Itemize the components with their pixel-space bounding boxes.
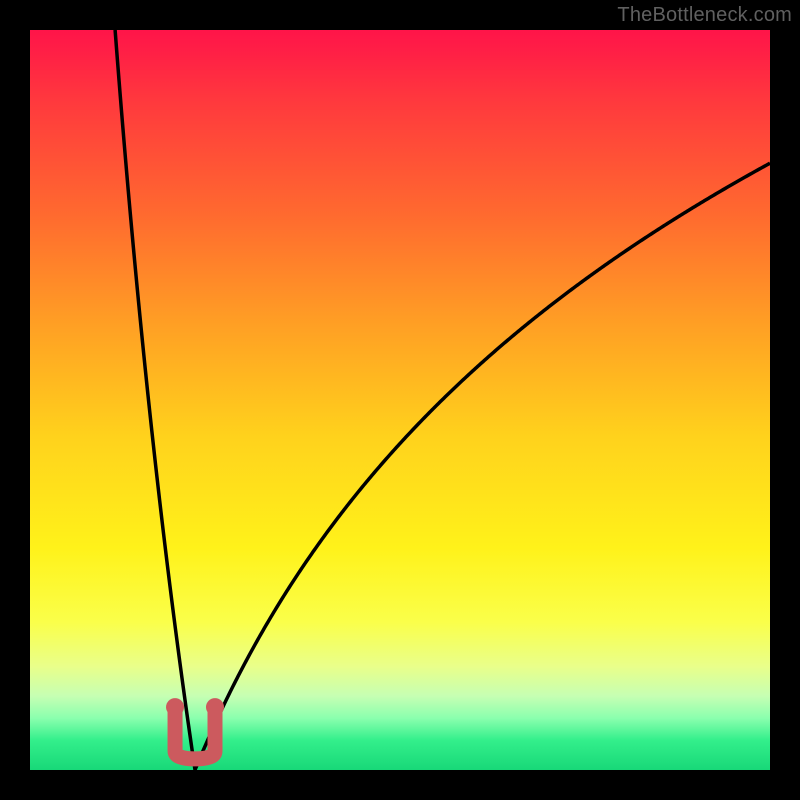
min-marker-dot-left xyxy=(166,698,184,716)
min-marker-dot-right xyxy=(206,698,224,716)
bottleneck-chart xyxy=(0,0,800,800)
plot-background xyxy=(30,30,770,770)
chart-frame: TheBottleneck.com xyxy=(0,0,800,800)
watermark-text: TheBottleneck.com xyxy=(617,4,792,27)
